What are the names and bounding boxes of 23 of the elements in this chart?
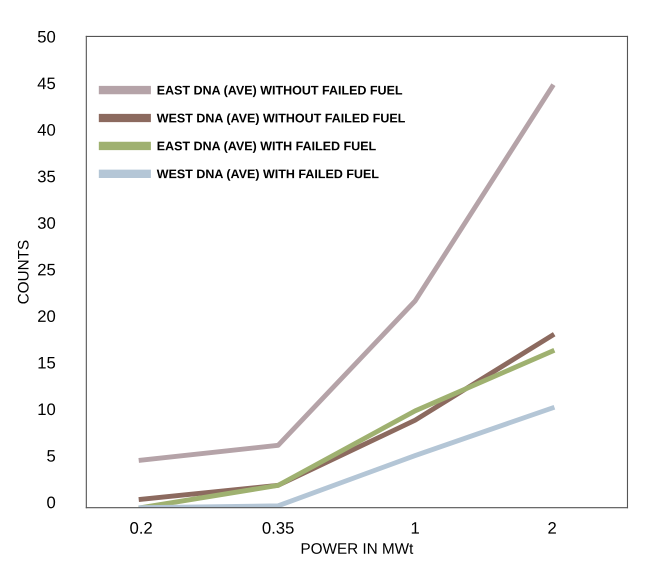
y-tick-label: 20 <box>38 310 56 322</box>
y-axis-title: COUNTS <box>18 240 29 304</box>
y-tick-label: 15 <box>38 356 56 369</box>
line-series <box>138 406 555 508</box>
legend-label: EAST DNA (AVE) WITHOUT FAILED FUEL <box>158 85 402 98</box>
y-tick-label: 0 <box>47 496 56 508</box>
line-series <box>138 84 555 463</box>
x-axis-title: POWER IN MWt <box>302 543 414 554</box>
y-tick-label: 10 <box>38 403 56 416</box>
y-tick-label: 50 <box>38 30 56 43</box>
y-tick-label: 35 <box>38 170 56 182</box>
y-tick-label: 40 <box>38 124 56 136</box>
x-tick-label: 2 <box>548 522 556 534</box>
x-tick-label: 0.2 <box>130 522 152 534</box>
x-tick-label: 1 <box>412 522 419 534</box>
y-tick-label: 25 <box>38 264 56 276</box>
y-tick-label: 30 <box>38 217 56 229</box>
legend-label: WEST DNA (AVE) WITH FAILED FUEL <box>156 169 379 181</box>
y-tick-label: 45 <box>38 78 56 90</box>
legend-label: EAST DNA (AVE) WITH FAILED FUEL <box>158 141 376 153</box>
legend-label: WEST DNA (AVE) WITHOUT FAILED FUEL <box>156 113 405 125</box>
x-tick-label: 0.35 <box>262 522 294 534</box>
y-tick-label: 5 <box>47 450 56 462</box>
